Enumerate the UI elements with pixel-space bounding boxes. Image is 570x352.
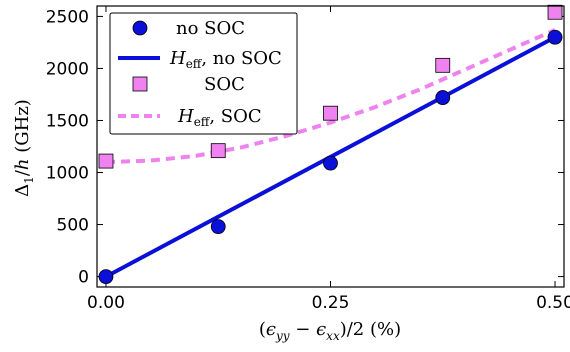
y-axis-label: Δ1/h (GHz) bbox=[12, 99, 36, 197]
legend-label-heff-no-soc: Heff, no SOC bbox=[169, 48, 282, 71]
x-tick-label: 0.00 bbox=[87, 293, 125, 313]
plot-frame bbox=[96, 5, 565, 288]
legend-label-soc: SOC bbox=[204, 74, 245, 95]
legend-box bbox=[109, 12, 298, 135]
data-point bbox=[547, 4, 563, 20]
data-point bbox=[323, 155, 338, 171]
x-tick-label: 0.50 bbox=[536, 293, 570, 313]
y-tick-label: 2000 bbox=[46, 59, 89, 79]
legend-marker-soc bbox=[132, 76, 148, 92]
series-layer bbox=[98, 4, 563, 284]
y-tick-label: 1000 bbox=[46, 164, 89, 184]
series-line bbox=[105, 28, 556, 165]
data-point bbox=[210, 219, 226, 235]
data-point bbox=[435, 90, 451, 105]
legend-label-heff-soc: Heff, SOC bbox=[177, 106, 262, 129]
data-point bbox=[210, 143, 226, 159]
y-tick-label: 500 bbox=[57, 216, 89, 236]
data-point bbox=[98, 269, 114, 284]
data-point bbox=[547, 29, 563, 45]
y-tick-label: 2500 bbox=[46, 7, 89, 27]
data-point bbox=[98, 153, 114, 169]
legend-label-no-soc: no SOC bbox=[176, 18, 245, 39]
legend: no SOC Heff, no SOC SOC Heff, SOC bbox=[109, 12, 298, 135]
legend-marker-no-soc bbox=[132, 20, 148, 36]
data-point bbox=[323, 105, 338, 121]
data-point bbox=[435, 57, 451, 73]
tick-labels: 0.00 0.25 0.50 0 500 1000 1500 2000 2500 bbox=[46, 7, 570, 313]
y-tick-label: 1500 bbox=[46, 111, 89, 131]
x-axis-label: (ϵyy − ϵxx)/2 (%) bbox=[259, 319, 401, 343]
x-tick-label: 0.25 bbox=[312, 293, 350, 313]
y-tick-label: 0 bbox=[78, 268, 89, 288]
